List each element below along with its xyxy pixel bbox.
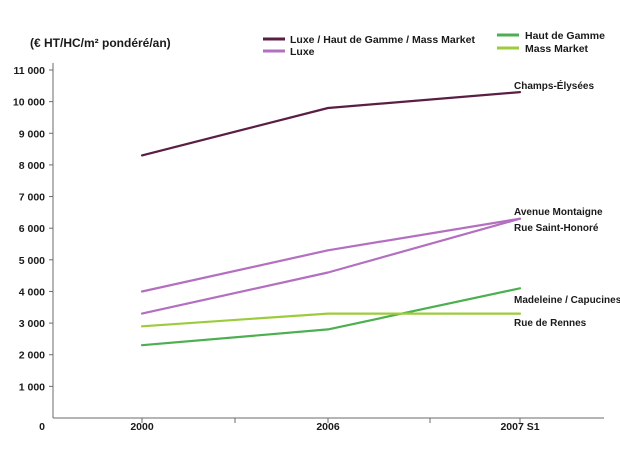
series-line xyxy=(140,217,522,315)
y-tick-label: 1 000 xyxy=(19,381,45,393)
y-tick-label: 4 000 xyxy=(19,286,45,298)
x-tick-label: 2006 xyxy=(316,421,340,433)
legend-label: Luxe xyxy=(290,46,315,58)
y-tick-label: 5 000 xyxy=(19,255,45,267)
legend-label: Mass Market xyxy=(525,43,589,55)
series-annotation: Avenue Montaigne xyxy=(514,207,603,218)
legend-label: Luxe / Haut de Gamme / Mass Market xyxy=(290,34,475,46)
y-tick-label: 10 000 xyxy=(13,97,45,109)
series-annotation: Rue Saint-Honoré xyxy=(514,223,599,234)
y-tick-label: 6 000 xyxy=(19,223,45,235)
y-axis-unit-label: (€ HT/HC/m² pondéré/an) xyxy=(30,36,171,50)
series-annotations: Champs-Élysées Avenue Montaigne Rue Saint-… xyxy=(514,79,620,329)
y-tick-label: 7 000 xyxy=(19,192,45,204)
series-annotation: Champs-Élysées xyxy=(514,79,594,92)
series-annotation: Madeleine / Capucines xyxy=(514,295,620,306)
series-line xyxy=(140,287,522,347)
series-line xyxy=(140,312,522,328)
series-lines xyxy=(140,90,522,347)
series-line xyxy=(140,90,522,157)
x-tick-label: 2000 xyxy=(130,421,154,433)
axes: 0 1 000 2 000 3 000 4 000 5 000 6 000 7 000 8 00… xyxy=(13,63,604,433)
x-tick-label: 2007 S1 xyxy=(500,421,539,433)
y-tick-label: 8 000 xyxy=(19,160,45,172)
y-tick-label: 3 000 xyxy=(19,318,45,330)
legend-label: Haut de Gamme xyxy=(525,30,605,42)
y-tick-label: 0 xyxy=(39,421,45,433)
series-annotation: Rue de Rennes xyxy=(514,318,587,329)
y-tick-label: 11 000 xyxy=(13,65,45,77)
y-tick-label: 9 000 xyxy=(19,128,45,140)
y-tick-label: 2 000 xyxy=(19,350,45,362)
series-line xyxy=(140,217,522,293)
